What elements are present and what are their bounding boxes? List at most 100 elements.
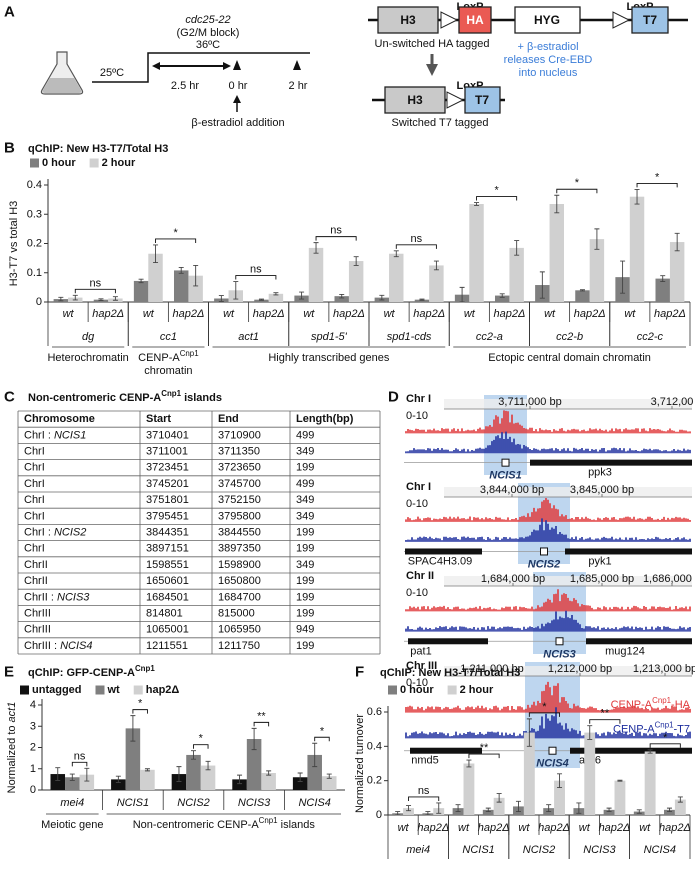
- error-bar: [69, 773, 75, 781]
- bar: [554, 780, 565, 815]
- significance-bracket: [395, 244, 437, 249]
- coverage-signal: [405, 431, 691, 454]
- ruler-band: [444, 666, 692, 676]
- error-bar: [313, 242, 319, 254]
- legend-label: untagged: [32, 684, 82, 696]
- x-tick-label: wt: [384, 308, 396, 320]
- ruler-band: [444, 576, 692, 586]
- box-label: HA: [466, 13, 484, 27]
- table-cell: 199: [296, 591, 314, 603]
- gene-label: nmd5: [411, 755, 439, 767]
- y-tick-label: 0.6: [367, 706, 382, 718]
- error-bar: [266, 770, 272, 776]
- significance-label: ns: [74, 750, 86, 762]
- significance-bracket: [408, 796, 440, 801]
- construct-caption: Switched T7 tagged: [391, 117, 488, 129]
- scale-label: 0-10: [406, 587, 428, 599]
- x-tick-label: NCIS4: [298, 797, 330, 809]
- coverage-signal: [405, 518, 691, 542]
- significance-bracket: [528, 712, 560, 717]
- time-marker: [293, 60, 301, 70]
- gene-label: pat1: [410, 645, 431, 657]
- legend-label: 0 hour: [42, 157, 76, 169]
- error-bar: [499, 293, 505, 298]
- x-tick-label: wt: [579, 822, 591, 834]
- x-tick-label: hap2Δ: [173, 308, 205, 320]
- table-cell: 1684501: [146, 591, 189, 603]
- error-bar: [112, 296, 118, 301]
- error-bar: [273, 292, 279, 296]
- italic-part: NCIS2: [54, 527, 86, 539]
- group-label: cc2-b: [556, 331, 583, 343]
- table-cell: ChrII: [24, 575, 48, 587]
- coordinate-label: 1,686,000 b: [643, 573, 695, 585]
- text-part: qChIP: GFP-CENP-A: [28, 667, 135, 679]
- significance-label: *: [494, 185, 499, 197]
- x-tick-label: wt: [544, 308, 556, 320]
- significance-label: *: [655, 171, 660, 183]
- group-label: spd1-5': [311, 331, 348, 343]
- panel-label: E: [4, 664, 14, 681]
- block-label: (G2/M block): [177, 27, 240, 39]
- legend-label: 2 hour: [102, 157, 136, 169]
- region-label: NCIS3: [543, 648, 575, 660]
- y-axis-label: Normalized turnover: [354, 714, 366, 813]
- table-cell: ChrIII : NCIS4: [24, 640, 92, 652]
- coverage-signal: [405, 498, 691, 522]
- gene-model: [565, 548, 692, 555]
- y-tick-label: 0.2: [367, 775, 382, 787]
- table-cell: 1211551: [146, 640, 188, 652]
- x-tick-label: wt: [518, 822, 530, 834]
- t7-box: [631, 6, 669, 34]
- bar: [493, 797, 505, 815]
- significance-label: *: [138, 698, 143, 710]
- region-label: NCIS1: [489, 470, 521, 482]
- error-bar: [153, 244, 159, 263]
- y-axis-label: H3-T7 vs total H3: [8, 201, 20, 287]
- error-bar: [436, 802, 442, 814]
- significance-bracket: [315, 236, 357, 241]
- significance-bracket: [468, 753, 500, 759]
- table-cell: 3844550: [218, 527, 261, 539]
- box-label: T7: [643, 13, 657, 27]
- legend-swatch: [30, 158, 39, 168]
- significance-bracket: [132, 709, 148, 714]
- coordinate-label: 1,685,000 bp: [570, 573, 634, 585]
- error-bar: [237, 774, 243, 785]
- error-bar: [634, 188, 640, 205]
- bar: [171, 774, 187, 790]
- table-cell: 499: [296, 478, 314, 490]
- bar: [655, 278, 670, 302]
- italic-part: act1: [6, 702, 18, 723]
- significance-label: ns: [250, 264, 262, 276]
- bar: [348, 261, 364, 302]
- table-cell: 1211750: [218, 640, 260, 652]
- chromosome-label: Chr I: [406, 393, 431, 405]
- bar: [584, 732, 596, 815]
- time-marker: [233, 60, 241, 70]
- error-bar: [205, 760, 211, 771]
- x-tick-label: wt: [303, 308, 315, 320]
- y-tick-label: 3: [30, 720, 36, 732]
- error-bar: [353, 256, 359, 266]
- table-cell: ChrI : NCIS2: [24, 527, 86, 539]
- table-cell: ChrI: [24, 510, 45, 522]
- error-bar: [466, 759, 472, 768]
- bar: [429, 265, 444, 302]
- panel-label: D: [388, 389, 399, 406]
- bar: [186, 754, 201, 790]
- error-bar: [406, 805, 412, 812]
- error-bar: [72, 294, 78, 301]
- bar: [292, 777, 308, 790]
- error-bar: [515, 800, 521, 813]
- region-marker: [548, 746, 557, 755]
- y-tick-label: 0: [36, 296, 42, 308]
- y-tick-label: 0: [376, 809, 382, 821]
- group-label: act1: [238, 331, 259, 343]
- significance-label: **: [480, 742, 489, 754]
- bar: [644, 751, 656, 815]
- significance-bracket: [636, 182, 678, 188]
- y-tick-label: 4: [30, 699, 36, 711]
- error-bar: [191, 750, 196, 760]
